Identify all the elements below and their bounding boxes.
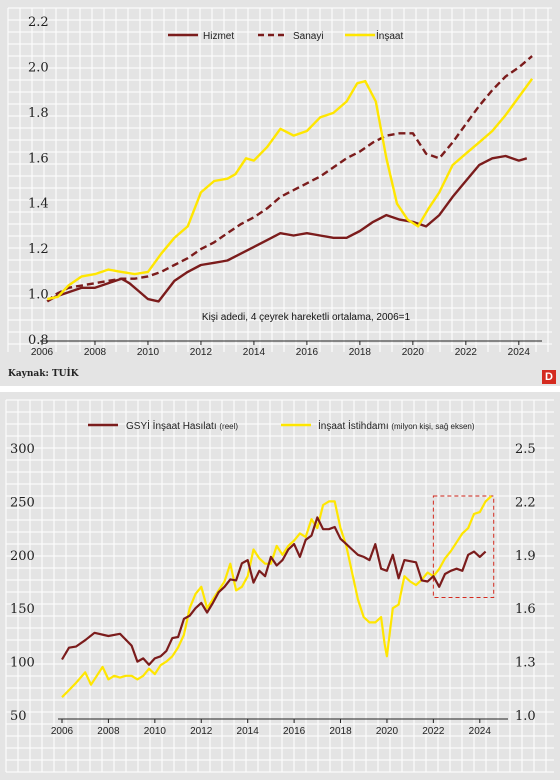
y-tick-label-right: 1.0 bbox=[515, 709, 536, 724]
y-tick-label-left: 150 bbox=[10, 602, 35, 617]
legend-label: İnşaat İstihdamı (milyon kişi, sağ eksen… bbox=[318, 419, 475, 432]
series-line-i̇nşaat bbox=[47, 78, 534, 301]
x-tick-label: 2022 bbox=[422, 726, 445, 737]
y-tick-label: 1.6 bbox=[28, 151, 49, 166]
x-tick-label: 2008 bbox=[97, 726, 120, 737]
x-tick-label: 2006 bbox=[51, 726, 74, 737]
y-tick-label: 0.8 bbox=[28, 333, 49, 348]
y-tick-label-left: 100 bbox=[10, 656, 35, 671]
x-tick-label: 2014 bbox=[243, 347, 266, 358]
y-tick-label: 2.2 bbox=[28, 15, 49, 30]
chart-construction-output-employment: 50 100 150 200 250 300 1.0 1.3 1.6 1.9 2.2 2.5 2006 2… bbox=[5, 399, 554, 773]
y-tick-label: 1.2 bbox=[28, 242, 49, 257]
x-tick-label: 2014 bbox=[237, 726, 260, 737]
y-tick-label: 1.4 bbox=[28, 197, 49, 212]
x-tick-label: 2008 bbox=[84, 347, 107, 358]
x-tick-label: 2006 bbox=[31, 347, 54, 358]
chart-panel-construction: 50 100 150 200 250 300 1.0 1.3 1.6 1.9 2.2 2.5 2006 2… bbox=[0, 392, 560, 780]
x-tick-label: 2020 bbox=[376, 726, 399, 737]
legend-series-unit: (reel) bbox=[219, 422, 238, 431]
x-tick-label: 2022 bbox=[455, 347, 478, 358]
legend-label: Hizmet bbox=[203, 31, 234, 42]
y-tick-label-left: 200 bbox=[10, 549, 35, 564]
brand-logo: D bbox=[542, 370, 556, 384]
x-tick-label: 2012 bbox=[190, 726, 213, 737]
y-tick-label-left: 300 bbox=[10, 442, 35, 457]
legend-label: Sanayi bbox=[293, 31, 324, 42]
y-tick-label-right: 2.2 bbox=[515, 495, 536, 510]
y-tick-label-right: 2.5 bbox=[515, 442, 536, 457]
y-tick-label-right: 1.3 bbox=[515, 656, 536, 671]
x-tick-label: 2010 bbox=[144, 726, 167, 737]
series-line-gsyi-construction-output bbox=[61, 516, 487, 666]
x-tick-label: 2020 bbox=[402, 347, 425, 358]
y-tick-label-right: 1.6 bbox=[515, 602, 536, 617]
y-tick-label-left: 50 bbox=[10, 709, 27, 724]
y-tick-label: 1.0 bbox=[28, 288, 49, 303]
legend-label: GSYİ İnşaat Hasılatı (reel) bbox=[126, 419, 238, 432]
x-tick-label: 2016 bbox=[283, 726, 306, 737]
y-tick-label: 2.0 bbox=[28, 60, 49, 75]
x-tick-label: 2018 bbox=[329, 726, 352, 737]
legend-label: İnşaat bbox=[376, 29, 403, 42]
highlight-box bbox=[432, 495, 495, 599]
chart-sector-employment: 0.8 1.0 1.2 1.4 1.6 1.8 2.0 2.2 2006 2008 2010 2012… bbox=[7, 7, 552, 358]
chart-annotation: Kişi adedi, 4 çeyrek hareketli ortalama,… bbox=[202, 312, 411, 323]
x-tick-label: 2016 bbox=[296, 347, 319, 358]
legend-series-unit: (milyon kişi, sağ eksen) bbox=[391, 422, 474, 431]
legend-series-name: GSYİ İnşaat Hasılatı bbox=[126, 419, 219, 432]
x-tick-label: 2010 bbox=[137, 347, 160, 358]
source-note: Kaynak: TUİK bbox=[8, 369, 79, 379]
x-tick-label: 2018 bbox=[349, 347, 372, 358]
legend-series-name: İnşaat İstihdamı bbox=[318, 419, 391, 432]
series-line-hizmet bbox=[46, 154, 528, 303]
x-tick-label: 2012 bbox=[190, 347, 213, 358]
x-tick-label: 2024 bbox=[469, 726, 492, 737]
x-tick-label: 2024 bbox=[508, 347, 531, 358]
y-tick-label-left: 250 bbox=[10, 495, 35, 510]
y-tick-label-right: 1.9 bbox=[515, 549, 536, 564]
series-line-construction-employment bbox=[61, 495, 493, 698]
chart-panel-sector-employment: 0.8 1.0 1.2 1.4 1.6 1.8 2.0 2.2 2006 2008 2010 2012… bbox=[0, 0, 560, 386]
series-line-sanayi bbox=[46, 55, 533, 303]
y-tick-label: 1.8 bbox=[28, 106, 49, 121]
